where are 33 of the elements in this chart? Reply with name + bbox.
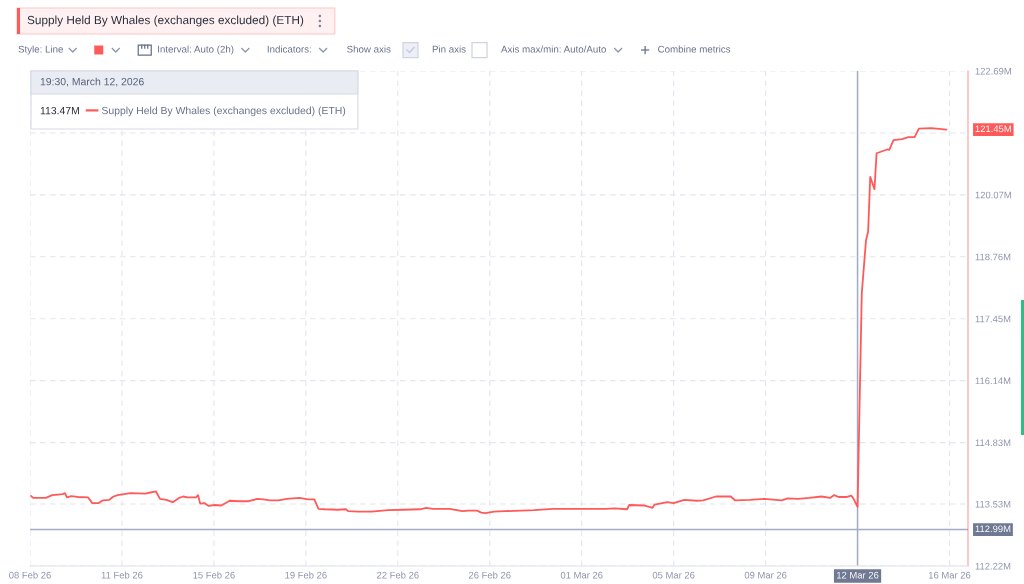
legend-label: Supply Held By Whales (exchanges excluded) (ETH) (101, 106, 346, 117)
y-tick-label: 112.22M (975, 562, 1011, 570)
y-tick-label: 118.76M (975, 253, 1011, 261)
annotation: 113.47M (40, 106, 79, 115)
text: Style: Line (18, 45, 63, 55)
text: 121.45M (975, 125, 1011, 133)
annotation: 19:30, March 12, 2026 (40, 77, 144, 87)
text: Combine metrics (658, 45, 731, 53)
y-tick-label: 117.45M (975, 315, 1011, 323)
x-tick-label: 09 Mar 26 (744, 571, 787, 579)
x-tick-label: 26 Feb 26 (468, 571, 511, 579)
text: Interval: Auto (2h) (158, 45, 234, 55)
ref-line-label: 112.99M (975, 525, 1011, 533)
y-tick-label: 116.14M (975, 377, 1011, 385)
text: Axis max/min: Auto/Auto (501, 45, 606, 53)
text: Indicators: (267, 45, 311, 53)
y-tick-label: 114.83M (975, 439, 1011, 447)
x-tick-label: 16 Mar 26 (928, 571, 971, 579)
x-tick-label: 19 Feb 26 (285, 571, 327, 579)
x-tick-label: 01 Mar 26 (560, 571, 603, 579)
y-tick-label: 122.69M (975, 67, 1011, 75)
text: Pin axis (432, 45, 466, 53)
text: Show axis (347, 45, 391, 53)
line-series (30, 127, 948, 514)
x-tick-label: 15 Feb 26 (193, 571, 235, 579)
x-tick-label: 22 Feb 26 (377, 571, 419, 579)
x-tick-label: 05 Mar 26 (652, 571, 695, 579)
ref-line-label: 12 Mar 26 (837, 571, 879, 579)
y-tick-label: 113.53M (975, 500, 1011, 508)
y-tick-label: 120.07M (975, 191, 1011, 199)
x-tick-label: 11 Feb 26 (101, 571, 143, 579)
x-tick-label: 08 Feb 26 (9, 571, 51, 579)
chart-title: Supply Held By Whales (exchanges excluded) (ETH) (27, 15, 304, 27)
